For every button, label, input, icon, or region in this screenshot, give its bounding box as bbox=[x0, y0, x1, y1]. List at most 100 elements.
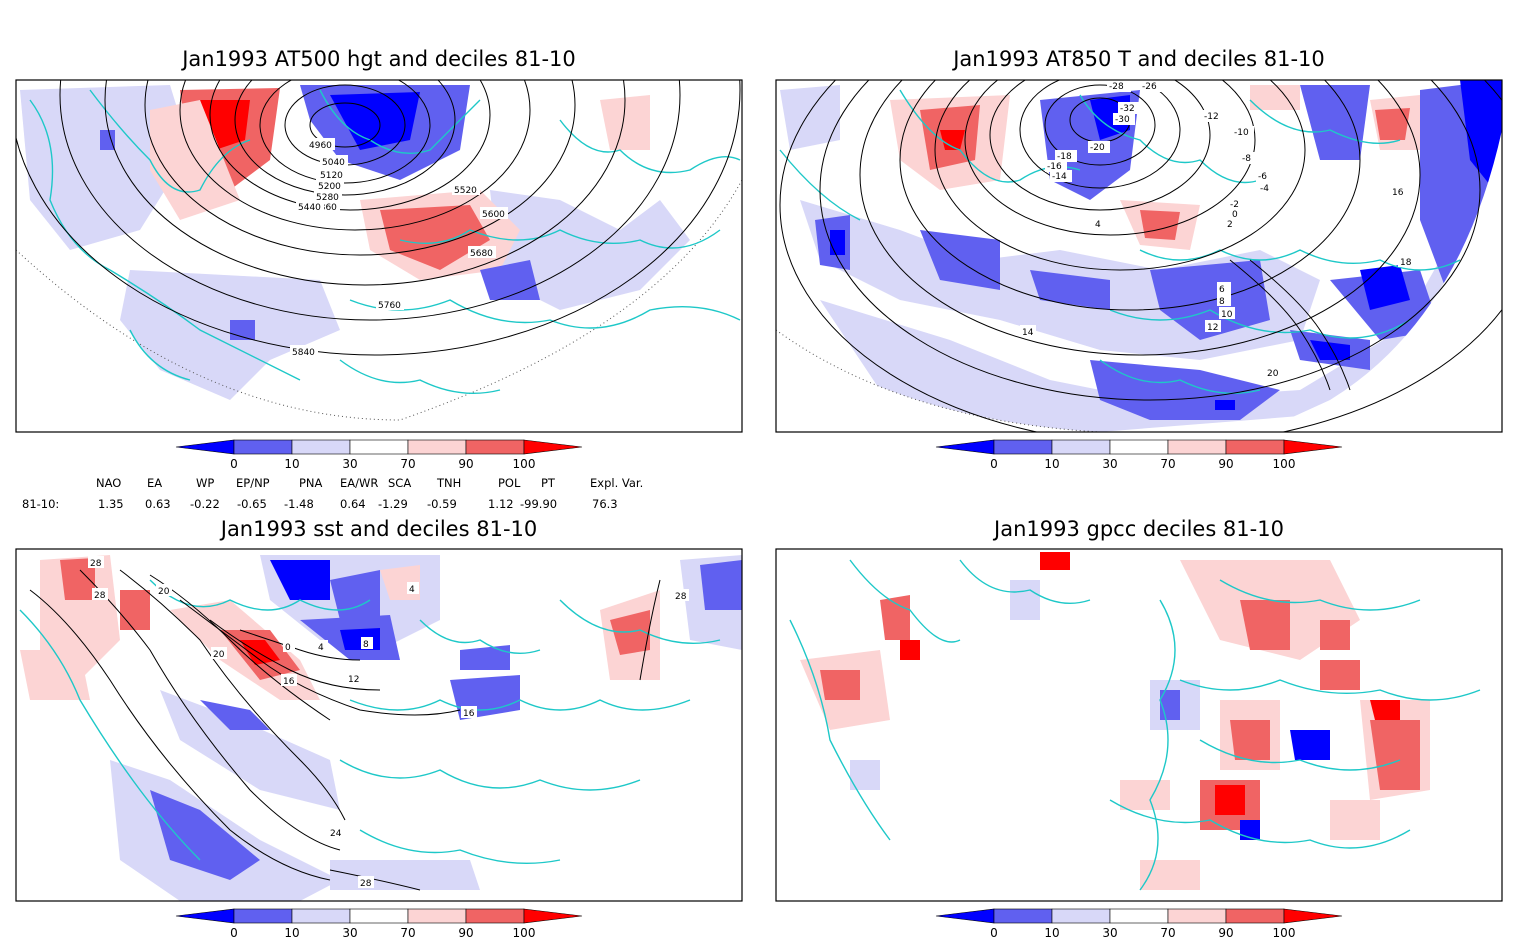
colorbar-tick: 90 bbox=[458, 926, 473, 940]
colorbar-tick: 90 bbox=[1218, 926, 1233, 940]
contour-label: -18 bbox=[1057, 152, 1072, 162]
colorbar-z500: 0 10 30 70 90 100 bbox=[175, 439, 583, 471]
index-header: NAO bbox=[96, 476, 121, 490]
colorbar-tick: 30 bbox=[1102, 457, 1117, 471]
index-header: EA/WR bbox=[340, 476, 378, 490]
index-header: SCA bbox=[388, 476, 411, 490]
colorbar-tick: 70 bbox=[1160, 926, 1175, 940]
panel-gpcc: Jan1993 gpcc deciles 81-10 bbox=[775, 517, 1503, 902]
contour-label: 5360 bbox=[314, 203, 337, 213]
index-header: TNH bbox=[436, 476, 461, 490]
map-frame-gpcc bbox=[775, 548, 1503, 902]
contour-label: 20 bbox=[158, 587, 170, 597]
coastlines-gpcc bbox=[789, 559, 1481, 891]
decile-shading-sst bbox=[20, 555, 742, 901]
colorbar-tick: 100 bbox=[513, 926, 536, 940]
contour-label: 18 bbox=[1400, 258, 1412, 268]
contour-label: 28 bbox=[94, 591, 106, 601]
panel-title-z500: Jan1993 AT500 hgt and deciles 81-10 bbox=[180, 47, 576, 71]
contours-sst bbox=[29, 569, 661, 891]
map-frame-z500 bbox=[15, 79, 743, 433]
contour-label: 0 bbox=[285, 643, 291, 653]
panel-title-t850: Jan1993 AT850 T and deciles 81-10 bbox=[951, 47, 1325, 71]
contour-label: 16 bbox=[463, 709, 475, 719]
contour-label: -28 bbox=[1109, 82, 1124, 92]
contour-labels-sst: 28 28 24 20 16 12 8 4 0 20 16 bbox=[88, 556, 689, 889]
contour-label: 20 bbox=[213, 650, 225, 660]
index-header: EA bbox=[147, 476, 162, 490]
index-header: WP bbox=[196, 476, 214, 490]
colorbar-tick: 100 bbox=[1273, 926, 1296, 940]
colorbar-tick: 0 bbox=[230, 926, 238, 940]
contour-label: 14 bbox=[1022, 328, 1034, 338]
contour-label: 6 bbox=[1219, 285, 1225, 295]
colorbar-tick: 100 bbox=[513, 457, 536, 471]
contour-label: 4 bbox=[409, 585, 415, 595]
colorbar-tick: 0 bbox=[990, 926, 998, 940]
map-frame-t850 bbox=[775, 79, 1503, 433]
map-z500: 4960 5040 5120 5200 5280 5360 5440 5520 … bbox=[16, 80, 742, 421]
panel-title-gpcc: Jan1993 gpcc deciles 81-10 bbox=[992, 517, 1284, 541]
index-header: PNA bbox=[299, 476, 323, 490]
map-sst: 28 28 24 20 16 12 8 4 0 20 16 bbox=[19, 555, 742, 901]
index-period-label: 81-10: bbox=[22, 497, 59, 511]
contour-label: 28 bbox=[675, 592, 687, 602]
contour-label: 10 bbox=[1221, 310, 1233, 320]
contour-labels-z500: 4960 5040 5120 5200 5280 5360 5440 5520 … bbox=[290, 138, 508, 358]
contour-label: -26 bbox=[1142, 82, 1157, 92]
colorbar-tick: 100 bbox=[1273, 457, 1296, 471]
contour-label: 2 bbox=[1227, 220, 1233, 230]
colorbar-tick: 30 bbox=[342, 457, 357, 471]
contour-label: 4 bbox=[1095, 220, 1101, 230]
index-value: 0.64 bbox=[340, 497, 366, 511]
panel-t850: Jan1993 AT850 T and deciles 81-10 bbox=[775, 47, 1503, 433]
index-header: EP/NP bbox=[236, 476, 270, 490]
contour-label: -16 bbox=[1047, 162, 1062, 172]
index-value: 76.3 bbox=[592, 497, 618, 511]
panel-sst: Jan1993 sst and deciles 81-10 bbox=[15, 517, 743, 902]
contour-label: -20 bbox=[1090, 143, 1105, 153]
coastlines-sst bbox=[19, 579, 721, 865]
contour-label: 28 bbox=[360, 879, 372, 889]
contour-label: 8 bbox=[363, 640, 369, 650]
contour-label: 28 bbox=[90, 559, 102, 569]
index-header: Expl. Var. bbox=[590, 476, 643, 490]
colorbar-tick: 70 bbox=[400, 457, 415, 471]
colorbar-tick: 70 bbox=[400, 926, 415, 940]
contour-label: 5760 bbox=[378, 301, 401, 311]
map-frame-sst bbox=[15, 548, 743, 902]
contour-label: -8 bbox=[1242, 154, 1251, 164]
colorbar-t850: 0 10 30 70 90 100 bbox=[935, 439, 1343, 471]
contour-label: 4 bbox=[318, 643, 324, 653]
contour-label: 5120 bbox=[320, 171, 343, 181]
contour-label: 20 bbox=[1267, 369, 1279, 379]
index-header: POL bbox=[498, 476, 521, 490]
colorbar-tick: 10 bbox=[284, 457, 299, 471]
colorbar-tick: 0 bbox=[990, 457, 998, 471]
contour-label: 24 bbox=[330, 829, 342, 839]
contour-label: -4 bbox=[1260, 184, 1269, 194]
panel-title-sst: Jan1993 sst and deciles 81-10 bbox=[219, 517, 538, 541]
contour-label: 5600 bbox=[482, 210, 505, 220]
contour-label: 0 bbox=[1232, 210, 1238, 220]
contour-label: 16 bbox=[283, 677, 295, 687]
contour-label: 5680 bbox=[470, 249, 493, 259]
contour-labels-t850: -28 -26 -30 -32 -20 -18 -16 -14 -12 -10 bbox=[1020, 80, 1414, 379]
map-gpcc bbox=[789, 552, 1481, 891]
colorbar-tick: 30 bbox=[342, 926, 357, 940]
index-value: 0.63 bbox=[145, 497, 171, 511]
panel-z500: Jan1993 AT500 hgt and deciles 81-10 bbox=[15, 47, 743, 433]
colorbar-tick: 0 bbox=[230, 457, 238, 471]
index-header: PT bbox=[541, 476, 556, 490]
index-value: 1.35 bbox=[98, 497, 124, 511]
contour-label: 5520 bbox=[454, 186, 477, 196]
contour-label: 8 bbox=[1219, 297, 1225, 307]
contour-label: 5200 bbox=[318, 182, 341, 192]
contour-label: 12 bbox=[348, 675, 359, 685]
colorbar-tick: 30 bbox=[1102, 926, 1117, 940]
teleconnection-indices: NAO EA WP EP/NP PNA EA/WR SCA TNH POL PT… bbox=[22, 476, 643, 511]
colorbar-tick: 10 bbox=[284, 926, 299, 940]
index-value: 1.12 bbox=[488, 497, 514, 511]
index-value: -0.22 bbox=[190, 497, 220, 511]
contours-z500 bbox=[16, 80, 741, 356]
